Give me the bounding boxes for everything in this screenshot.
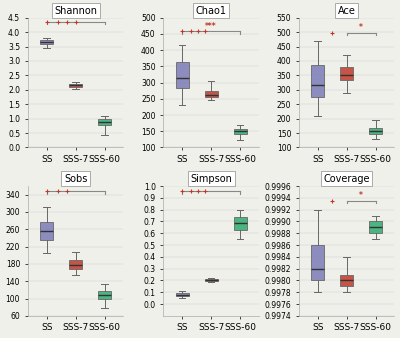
PathPatch shape [205, 91, 218, 97]
PathPatch shape [340, 274, 353, 286]
Title: Ace: Ace [338, 5, 356, 16]
PathPatch shape [98, 119, 111, 125]
Text: *: * [359, 23, 363, 32]
PathPatch shape [369, 128, 382, 134]
PathPatch shape [176, 293, 189, 296]
PathPatch shape [205, 280, 218, 281]
PathPatch shape [234, 129, 247, 134]
Text: ***: *** [205, 22, 217, 31]
PathPatch shape [69, 84, 82, 87]
Title: Simpson: Simpson [190, 174, 232, 184]
PathPatch shape [40, 221, 53, 240]
PathPatch shape [311, 65, 324, 97]
PathPatch shape [340, 67, 353, 80]
PathPatch shape [369, 221, 382, 233]
Title: Sobs: Sobs [64, 174, 87, 184]
Title: Chao1: Chao1 [196, 5, 227, 16]
Text: *: * [359, 191, 363, 200]
PathPatch shape [69, 260, 82, 269]
PathPatch shape [311, 245, 324, 281]
Text: ***: *** [205, 182, 217, 191]
Title: Coverage: Coverage [324, 174, 370, 184]
PathPatch shape [40, 40, 53, 44]
PathPatch shape [234, 217, 247, 230]
PathPatch shape [98, 291, 111, 298]
Title: Shannon: Shannon [54, 5, 97, 16]
Text: ***: *** [70, 182, 82, 191]
PathPatch shape [176, 63, 189, 89]
Text: ***: *** [70, 13, 82, 22]
